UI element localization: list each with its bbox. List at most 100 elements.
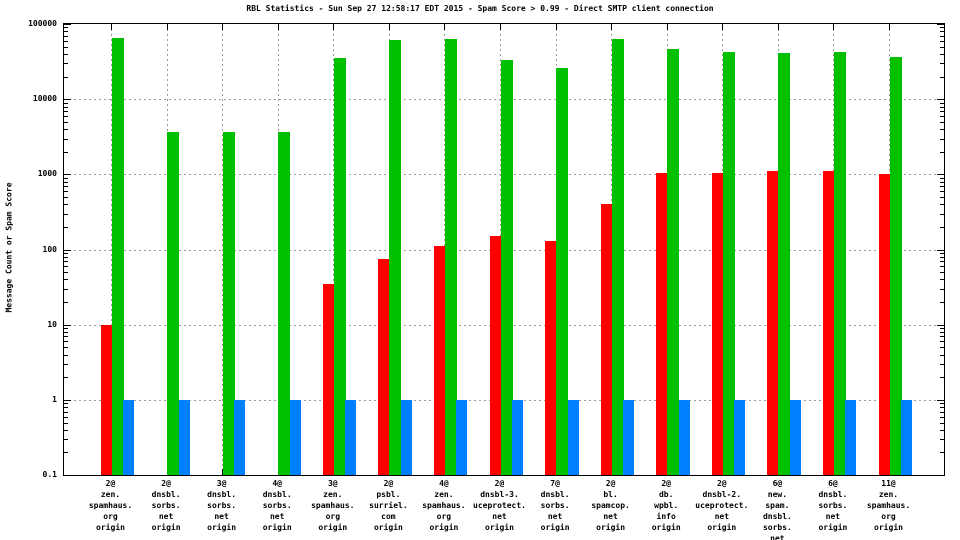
y-minor-tick	[940, 422, 944, 424]
y-minor-tick	[64, 403, 68, 405]
y-minor-tick	[64, 197, 68, 198]
x-tick-label-line: sorbs.	[540, 501, 570, 510]
x-tick-label-line: 4@	[439, 479, 449, 488]
x-tick-label-line: sorbs.	[762, 523, 792, 532]
y-major-tick	[64, 249, 71, 251]
y-minor-tick	[64, 121, 68, 123]
bar-spam	[667, 49, 680, 475]
x-tick-label-line: dnsbl.	[762, 512, 792, 521]
y-minor-tick	[64, 364, 68, 365]
x-tick-label: 11@ zen. spamhaus. org origin	[857, 478, 921, 533]
y-minor-tick	[64, 102, 68, 104]
x-tick-label-line: origin	[818, 523, 848, 532]
x-tick-label-line: 7@	[550, 479, 560, 488]
x-tick-label-line: dnsbl-3.	[480, 490, 519, 499]
y-major-tick	[937, 399, 944, 401]
x-tick-label-line: db.	[658, 490, 674, 499]
x-tick-label-line: 11@	[881, 479, 896, 488]
x-tick-label: 2@ dnsbl-2. uceprotect. net origin	[690, 478, 754, 533]
x-tick-label-line: 6@	[828, 479, 838, 488]
y-minor-tick	[64, 213, 68, 215]
y-minor-tick	[940, 40, 944, 42]
bar-score	[345, 399, 357, 475]
bar-not-spam	[656, 172, 668, 475]
y-minor-tick	[64, 40, 68, 42]
y-major-tick	[64, 324, 71, 326]
x-top-tick	[333, 24, 335, 30]
x-top-tick	[500, 24, 501, 30]
x-tick-label-line: zen.	[323, 490, 343, 499]
y-minor-tick	[64, 279, 68, 281]
y-minor-tick	[940, 279, 944, 281]
y-minor-tick	[940, 252, 944, 254]
y-minor-tick	[940, 31, 944, 33]
x-top-tick	[222, 24, 224, 30]
y-minor-tick	[64, 256, 68, 258]
x-tick-label-line: spamhaus.	[422, 501, 466, 510]
y-major-tick	[937, 249, 944, 251]
x-tick-label-line: bl.	[603, 490, 618, 499]
y-minor-tick	[64, 226, 68, 228]
x-tick-label: 2@ psbl. surriel. com origin	[356, 478, 420, 533]
x-tick-label-line: origin	[151, 523, 181, 532]
x-tick-label-line: origin	[651, 523, 681, 532]
bar-score	[512, 399, 523, 475]
bar-spam	[167, 131, 180, 475]
x-tick-label-line: zen.	[434, 490, 454, 499]
y-minor-tick	[64, 341, 68, 343]
y-minor-tick	[940, 377, 944, 379]
bar-score	[567, 399, 579, 475]
bar-spam	[833, 52, 846, 475]
x-tick-label-line: net	[547, 512, 563, 521]
bar-spam	[500, 60, 513, 475]
x-tick-label-line: 2@	[605, 479, 616, 488]
x-tick-label-line: origin	[874, 523, 903, 532]
bar-not-spam	[100, 324, 112, 475]
y-major-tick	[64, 99, 71, 101]
y-minor-tick	[64, 53, 68, 55]
y-minor-tick	[64, 332, 68, 333]
bar-spam	[778, 53, 791, 475]
y-major-tick	[937, 174, 944, 176]
x-tick-label-line: sorbs.	[262, 501, 292, 510]
y-minor-tick	[64, 439, 68, 441]
bar-spam	[611, 39, 624, 475]
x-tick-label-line: spamhaus.	[311, 501, 355, 510]
y-tick-label: 1	[52, 394, 57, 404]
y-minor-tick	[64, 27, 68, 29]
x-tick-label-line: zen.	[100, 490, 121, 499]
x-tick-label: 7@ dnsbl. sorbs. net origin	[523, 478, 587, 533]
bar-spam	[278, 131, 291, 475]
x-tick-label-line: net	[714, 512, 730, 521]
x-tick-label-line: 2@	[383, 479, 394, 488]
y-minor-tick	[64, 272, 68, 274]
x-tick-label-line: psbl.	[376, 490, 401, 499]
y-minor-tick	[940, 121, 944, 123]
x-tick-label-line: sorbs.	[818, 501, 848, 510]
plot-area	[63, 23, 945, 476]
y-minor-tick	[940, 186, 944, 187]
x-tick-label-line: net	[492, 512, 507, 521]
x-tick-label-line: net	[269, 512, 285, 521]
y-major-tick	[64, 174, 71, 176]
y-minor-tick	[940, 204, 944, 206]
x-top-tick	[166, 24, 168, 30]
y-minor-tick	[940, 256, 944, 258]
y-minor-tick	[940, 76, 944, 78]
bar-spam	[889, 57, 902, 475]
y-minor-tick	[64, 177, 68, 179]
bar-spam	[444, 38, 457, 475]
x-tick-label-line: origin	[373, 523, 403, 532]
x-tick-label-line: 6@	[772, 479, 783, 488]
y-minor-tick	[940, 272, 944, 274]
x-tick-label: 4@ zen. spamhaus. org origin	[412, 478, 476, 533]
y-minor-tick	[64, 151, 68, 153]
bar-score	[845, 399, 857, 475]
x-tick-label-line: net	[825, 512, 841, 521]
y-minor-tick	[940, 452, 944, 454]
y-minor-tick	[940, 429, 944, 431]
bar-not-spam	[322, 283, 334, 475]
x-tick-label: 2@ dnsbl-3. uceprotect. net origin	[468, 478, 532, 533]
x-top-tick	[555, 24, 557, 30]
